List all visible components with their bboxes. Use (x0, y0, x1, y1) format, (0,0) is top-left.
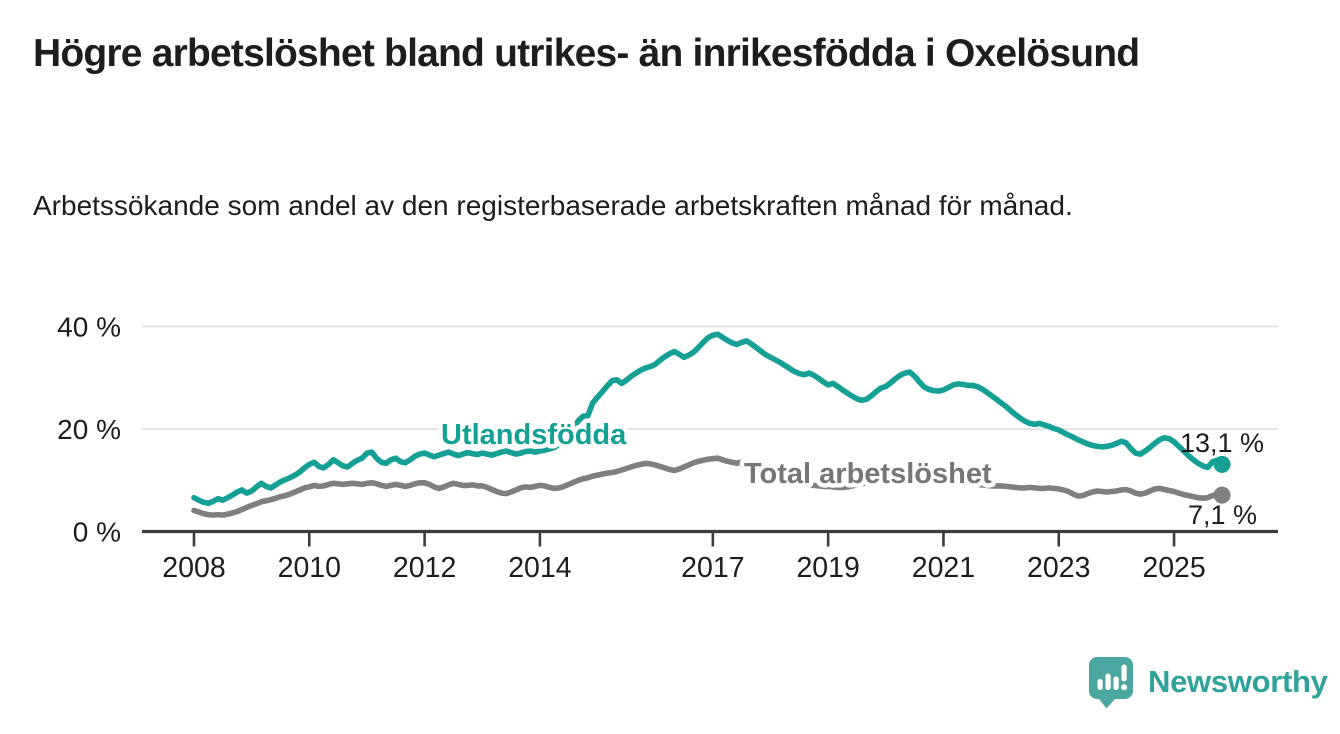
y-axis-label-0: 0 % (73, 517, 121, 548)
series-end-dot-total (1213, 486, 1231, 504)
x-axis-label-2008: 2008 (162, 552, 225, 584)
series-label-total-arbetsloshet: Total arbetslöshet (744, 458, 992, 490)
exclamation-dot (1121, 684, 1128, 691)
newsworthy-branding: Newsworthy (1085, 656, 1328, 709)
exclamation-stem (1121, 664, 1127, 682)
bar-1 (1097, 679, 1103, 690)
speech-bubble-shape (1089, 657, 1133, 709)
brand-name: Newsworthy (1148, 664, 1328, 699)
y-axis-label-40: 40 % (57, 312, 121, 343)
x-axis-label-2017: 2017 (681, 552, 744, 584)
unemployment-line-chart: 0 % 20 % 40 % 2008 2010 2012 2014 2017 2019 2021 2… (57, 312, 1278, 584)
series-line-utlandsfodda (191, 331, 1225, 507)
x-axis-label-2025: 2025 (1142, 552, 1205, 584)
newsworthy-logo-icon (1089, 657, 1133, 709)
y-axis-label-20: 20 % (57, 414, 121, 445)
bar-3 (1113, 676, 1119, 690)
series-end-dot-utlandsfodda (1213, 455, 1231, 473)
series-label-utlandsfodda: Utlandsfödda (441, 419, 627, 451)
bar-2 (1105, 673, 1111, 690)
series-line-total (191, 455, 1225, 518)
x-axis-label-2019: 2019 (796, 552, 859, 584)
chart-subtitle: Arbetssökande som andel av den registerb… (33, 190, 1073, 221)
x-axis-label-2014: 2014 (508, 552, 572, 584)
x-axis-label-2012: 2012 (393, 552, 456, 584)
end-value-label-utlandsfodda: 13,1 % (1180, 428, 1264, 458)
x-axis-label-2023: 2023 (1027, 552, 1090, 584)
chart-title: Högre arbetslöshet bland utrikes- än inr… (33, 32, 1140, 75)
x-axis-label-2021: 2021 (912, 552, 975, 584)
x-axis-label-2010: 2010 (278, 552, 341, 584)
end-value-label-total: 7,1 % (1188, 500, 1257, 530)
